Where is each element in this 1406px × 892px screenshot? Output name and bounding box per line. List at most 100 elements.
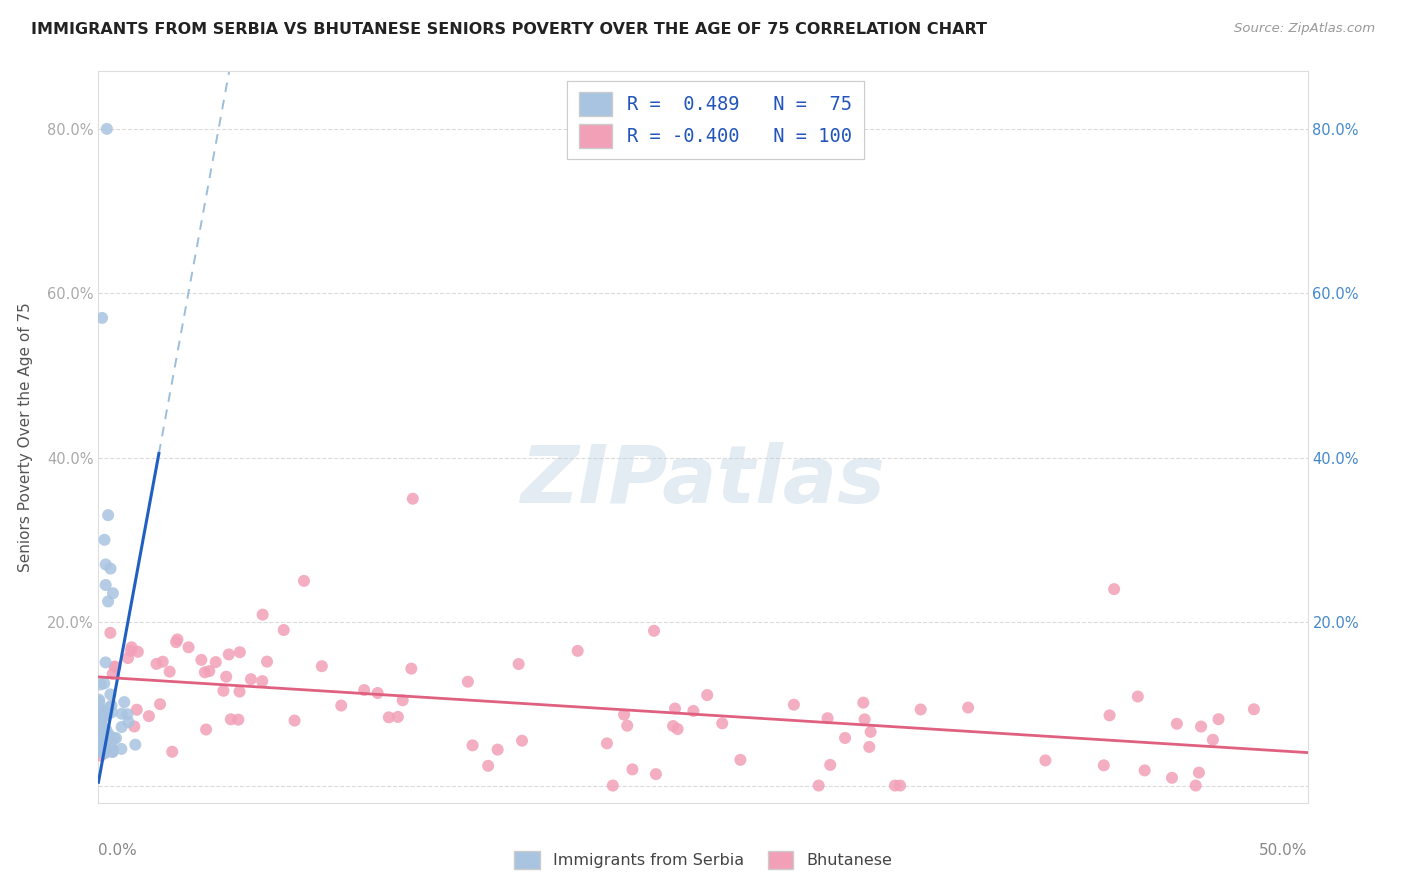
Point xyxy=(239,672,262,686)
Point xyxy=(165,635,187,649)
Point xyxy=(93,739,115,753)
Point xyxy=(91,719,114,733)
Point xyxy=(198,664,221,678)
Point xyxy=(90,714,112,729)
Point xyxy=(90,748,112,763)
Point xyxy=(818,757,841,772)
Point xyxy=(730,753,752,767)
Point xyxy=(111,720,134,734)
Point xyxy=(91,720,114,734)
Point xyxy=(1188,765,1211,780)
Point xyxy=(97,739,120,754)
Point xyxy=(120,644,142,658)
Point xyxy=(391,693,413,707)
Point xyxy=(884,779,907,793)
Point xyxy=(228,713,250,727)
Point xyxy=(228,684,250,698)
Point xyxy=(510,733,533,747)
Point xyxy=(90,677,112,691)
Point xyxy=(834,731,856,745)
Text: ZIPatlas: ZIPatlas xyxy=(520,442,886,520)
Point xyxy=(486,742,509,756)
Point xyxy=(100,740,122,755)
Point xyxy=(101,667,124,681)
Point xyxy=(125,703,148,717)
Point xyxy=(401,662,423,676)
Point xyxy=(90,703,112,717)
Point xyxy=(330,698,353,713)
Point xyxy=(97,707,120,722)
Point xyxy=(96,706,118,720)
Point xyxy=(477,759,499,773)
Point xyxy=(643,624,665,638)
Point xyxy=(256,655,278,669)
Point xyxy=(98,732,121,747)
Point xyxy=(94,741,117,756)
Point xyxy=(1184,779,1206,793)
Point xyxy=(645,767,668,781)
Point xyxy=(96,121,118,136)
Point xyxy=(105,731,128,746)
Point xyxy=(367,686,389,700)
Point xyxy=(100,698,122,713)
Y-axis label: Seniors Poverty Over the Age of 75: Seniors Poverty Over the Age of 75 xyxy=(18,302,34,572)
Point xyxy=(101,745,124,759)
Point xyxy=(292,574,315,588)
Point xyxy=(567,644,589,658)
Point xyxy=(94,742,117,756)
Point xyxy=(112,695,135,709)
Point xyxy=(1035,753,1057,767)
Point xyxy=(100,687,122,701)
Point xyxy=(94,656,117,670)
Point xyxy=(98,700,121,714)
Point xyxy=(104,660,127,674)
Point xyxy=(91,711,114,725)
Point xyxy=(957,700,980,714)
Point xyxy=(1092,758,1115,772)
Legend: Immigrants from Serbia, Bhutanese: Immigrants from Serbia, Bhutanese xyxy=(508,845,898,875)
Point xyxy=(853,712,876,726)
Point xyxy=(859,724,882,739)
Point xyxy=(145,657,167,671)
Point xyxy=(94,707,117,722)
Point xyxy=(252,674,274,689)
Legend: R =  0.489   N =  75, R = -0.400   N = 100: R = 0.489 N = 75, R = -0.400 N = 100 xyxy=(567,81,863,159)
Point xyxy=(204,655,226,669)
Point xyxy=(91,310,114,325)
Point xyxy=(93,746,115,760)
Point xyxy=(402,491,425,506)
Point xyxy=(117,651,139,665)
Point xyxy=(1166,716,1188,731)
Point xyxy=(461,739,484,753)
Point xyxy=(457,674,479,689)
Point xyxy=(117,707,139,722)
Point xyxy=(252,607,274,622)
Point xyxy=(97,594,120,608)
Point xyxy=(87,742,110,756)
Point xyxy=(89,709,111,723)
Point xyxy=(858,739,880,754)
Point xyxy=(89,695,111,709)
Point xyxy=(121,640,143,655)
Point xyxy=(91,709,114,723)
Point xyxy=(910,702,932,716)
Point xyxy=(110,742,132,756)
Point xyxy=(152,655,174,669)
Point xyxy=(190,653,212,667)
Point xyxy=(1133,764,1156,778)
Point xyxy=(613,707,636,722)
Point xyxy=(93,747,115,761)
Point xyxy=(195,723,218,737)
Point xyxy=(93,533,115,547)
Point xyxy=(91,727,114,741)
Point xyxy=(682,704,704,718)
Point xyxy=(194,665,217,680)
Point xyxy=(273,623,295,637)
Point xyxy=(229,645,252,659)
Point xyxy=(101,743,124,757)
Point xyxy=(96,723,118,738)
Point xyxy=(94,558,117,572)
Point xyxy=(1202,732,1225,747)
Point xyxy=(97,508,120,523)
Point xyxy=(93,728,115,742)
